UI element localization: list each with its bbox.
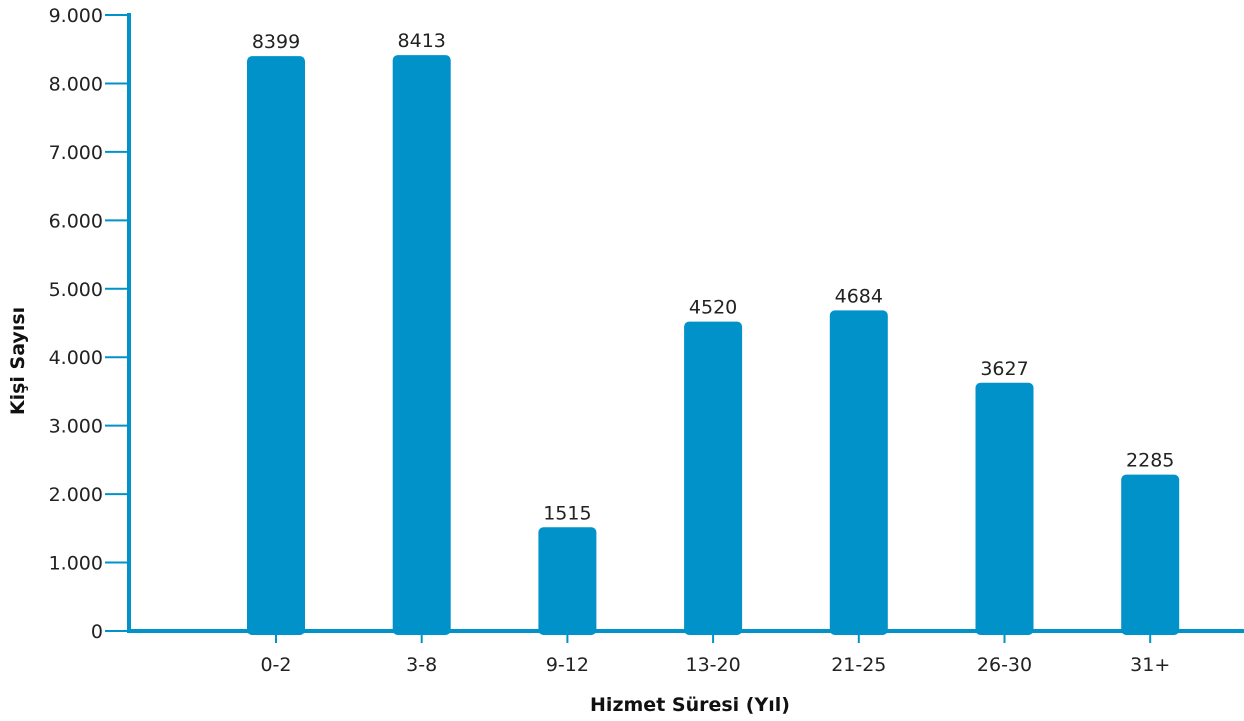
y-tick-label: 0: [91, 621, 103, 643]
bars: [247, 55, 1180, 636]
bar-21-25: [829, 310, 888, 635]
value-label: 4684: [835, 285, 883, 307]
x-tick-label: 13-20: [685, 654, 740, 676]
value-label: 8413: [398, 30, 446, 52]
y-tick-label: 5.000: [49, 279, 103, 301]
bar-0-2: [247, 56, 305, 635]
y-tick-label: 4.000: [49, 347, 103, 369]
y-tick-label: 2.000: [49, 484, 103, 506]
x-axis-ticks: 0-2 3-8 9-12 13-20 21-25 26-30 31+: [260, 631, 1170, 676]
y-tick-label: 6.000: [49, 210, 103, 232]
x-tick-label: 21-25: [831, 654, 886, 676]
bar-26-30: [975, 382, 1034, 635]
y-tick-label: 9.000: [49, 5, 103, 27]
y-tick-label: 8.000: [49, 73, 103, 95]
y-tick-label: 3.000: [49, 416, 103, 438]
bar-9-12: [538, 527, 597, 635]
value-labels: 8399 8413 1515 4520 4684 3627 2285: [252, 30, 1175, 524]
y-tick-label: 7.000: [49, 142, 103, 164]
value-label: 3627: [980, 358, 1028, 380]
bar-13-20: [684, 321, 743, 635]
y-axis-title: Kişi Sayısı: [7, 307, 29, 415]
x-tick-label: 3-8: [406, 654, 437, 676]
value-label: 1515: [543, 502, 591, 524]
y-tick-label: 1.000: [49, 553, 103, 575]
value-label: 2285: [1126, 450, 1174, 472]
bar-31+: [1121, 474, 1180, 635]
y-axis-ticks: 0 1.000 2.000 3.000 4.000 5.000 6.000 7.000 8.00…: [49, 5, 129, 643]
x-tick-label: 9-12: [546, 654, 589, 676]
x-tick-label: 31+: [1130, 654, 1170, 676]
value-label: 8399: [252, 31, 300, 53]
bar-3-8: [392, 55, 451, 636]
value-label: 4520: [689, 297, 737, 319]
x-axis-title: Hizmet Süresi (Yıl): [590, 694, 790, 716]
x-tick-label: 0-2: [260, 654, 291, 676]
x-tick-label: 26-30: [977, 654, 1032, 676]
